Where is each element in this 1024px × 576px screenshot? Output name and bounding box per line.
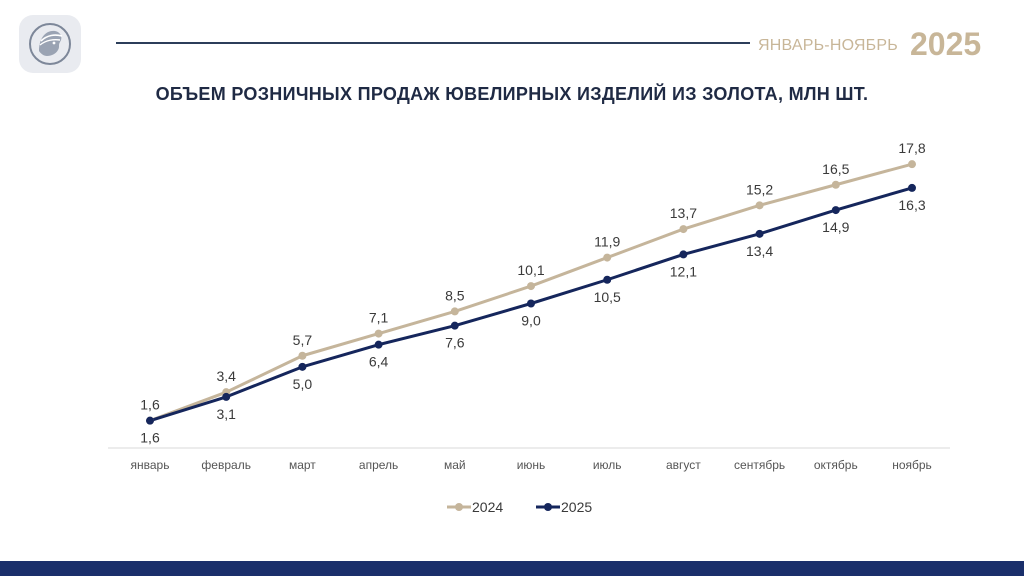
x-tick-label: апрель <box>359 458 398 472</box>
legend: 2024 2025 <box>447 499 592 515</box>
data-label-2024-9: 15,2 <box>746 181 773 197</box>
data-point-2025-4 <box>374 340 383 349</box>
chart-title: ОБЪЕМ РОЗНИЧНЫХ ПРОДАЖ ЮВЕЛИРНЫХ ИЗДЕЛИЙ… <box>155 84 869 104</box>
data-label-2025-3: 5,0 <box>293 376 313 392</box>
data-point-2024-4 <box>374 329 383 338</box>
x-tick-label: июль <box>593 458 622 472</box>
series-lines <box>149 162 913 423</box>
data-point-2025-5 <box>450 321 459 330</box>
data-label-2025-1: 1,6 <box>140 430 160 446</box>
report-year: 2025 <box>910 26 982 62</box>
data-label-2025-9: 13,4 <box>746 243 773 259</box>
data-label-2025-5: 7,6 <box>445 335 465 351</box>
profile-head-logo-icon <box>29 23 71 65</box>
data-point-2025-2 <box>222 392 231 401</box>
data-label-2024-5: 8,5 <box>445 287 465 303</box>
data-point-2025-9 <box>755 229 764 238</box>
data-point-2025-10 <box>831 206 840 215</box>
x-tick-label: февраль <box>201 458 251 472</box>
data-point-2024-6 <box>527 282 535 291</box>
data-label-2025-11: 16,3 <box>898 197 925 213</box>
data-label-2025-10: 14,9 <box>822 219 849 235</box>
data-label-2025-7: 10,5 <box>594 289 621 305</box>
series-points <box>146 160 916 425</box>
x-tick-label: октябрь <box>814 458 858 472</box>
legend-label-2024: 2024 <box>472 499 503 515</box>
data-point-2025-8 <box>679 250 688 259</box>
x-tick-label: январь <box>131 458 170 472</box>
x-tick-label: май <box>444 458 466 472</box>
x-tick-label: июнь <box>517 458 546 472</box>
company-logo <box>19 15 81 73</box>
data-label-2024-8: 13,7 <box>670 205 697 221</box>
data-label-2024-3: 5,7 <box>293 332 313 348</box>
data-point-2025-1 <box>146 416 154 425</box>
data-point-2025-6 <box>527 299 535 308</box>
report-period: ЯНВАРЬ-НОЯБРЬ <box>758 37 898 54</box>
data-label-2025-6: 9,0 <box>521 313 541 329</box>
x-tick-label: ноябрь <box>892 458 932 472</box>
x-tick-label: август <box>666 458 701 472</box>
data-label-2025-4: 6,4 <box>369 354 389 370</box>
x-tick-label: сентябрь <box>734 458 785 472</box>
data-label-2024-6: 10,1 <box>517 262 544 278</box>
data-point-2024-3 <box>298 351 307 360</box>
legend-marker-2025 <box>544 503 552 511</box>
data-label-2024-1: 1,6 <box>140 397 160 413</box>
data-point-2025-7 <box>603 275 612 284</box>
data-point-2024-7 <box>603 253 612 262</box>
data-point-2025-11 <box>908 183 916 192</box>
data-point-2024-5 <box>450 307 459 316</box>
data-point-2025-3 <box>298 362 307 371</box>
data-point-2024-11 <box>908 160 916 169</box>
footer-bar <box>0 561 1024 576</box>
legend-label-2025: 2025 <box>561 499 592 515</box>
x-tick-label: март <box>289 458 316 472</box>
data-label-2024-7: 11,9 <box>594 234 620 250</box>
data-point-2024-9 <box>755 201 764 210</box>
data-label-2024-4: 7,1 <box>369 310 389 326</box>
legend-marker-2024 <box>455 503 463 511</box>
data-label-2024-2: 3,4 <box>216 368 236 384</box>
data-label-2025-8: 12,1 <box>670 263 697 279</box>
data-point-2024-8 <box>679 225 688 234</box>
data-label-2024-11: 17,8 <box>898 140 925 156</box>
data-label-2025-2: 3,1 <box>216 406 236 422</box>
data-point-2024-10 <box>831 180 840 189</box>
data-labels: 1,6 3,4 5,7 7,1 8,5 10,1 11,9 13,7 15,2 16,5 17,8 1… <box>140 140 926 446</box>
x-tick-labels: январь февраль март апрель май июнь июль август… <box>131 458 932 472</box>
data-label-2024-10: 16,5 <box>822 161 849 177</box>
header-divider <box>116 42 750 44</box>
